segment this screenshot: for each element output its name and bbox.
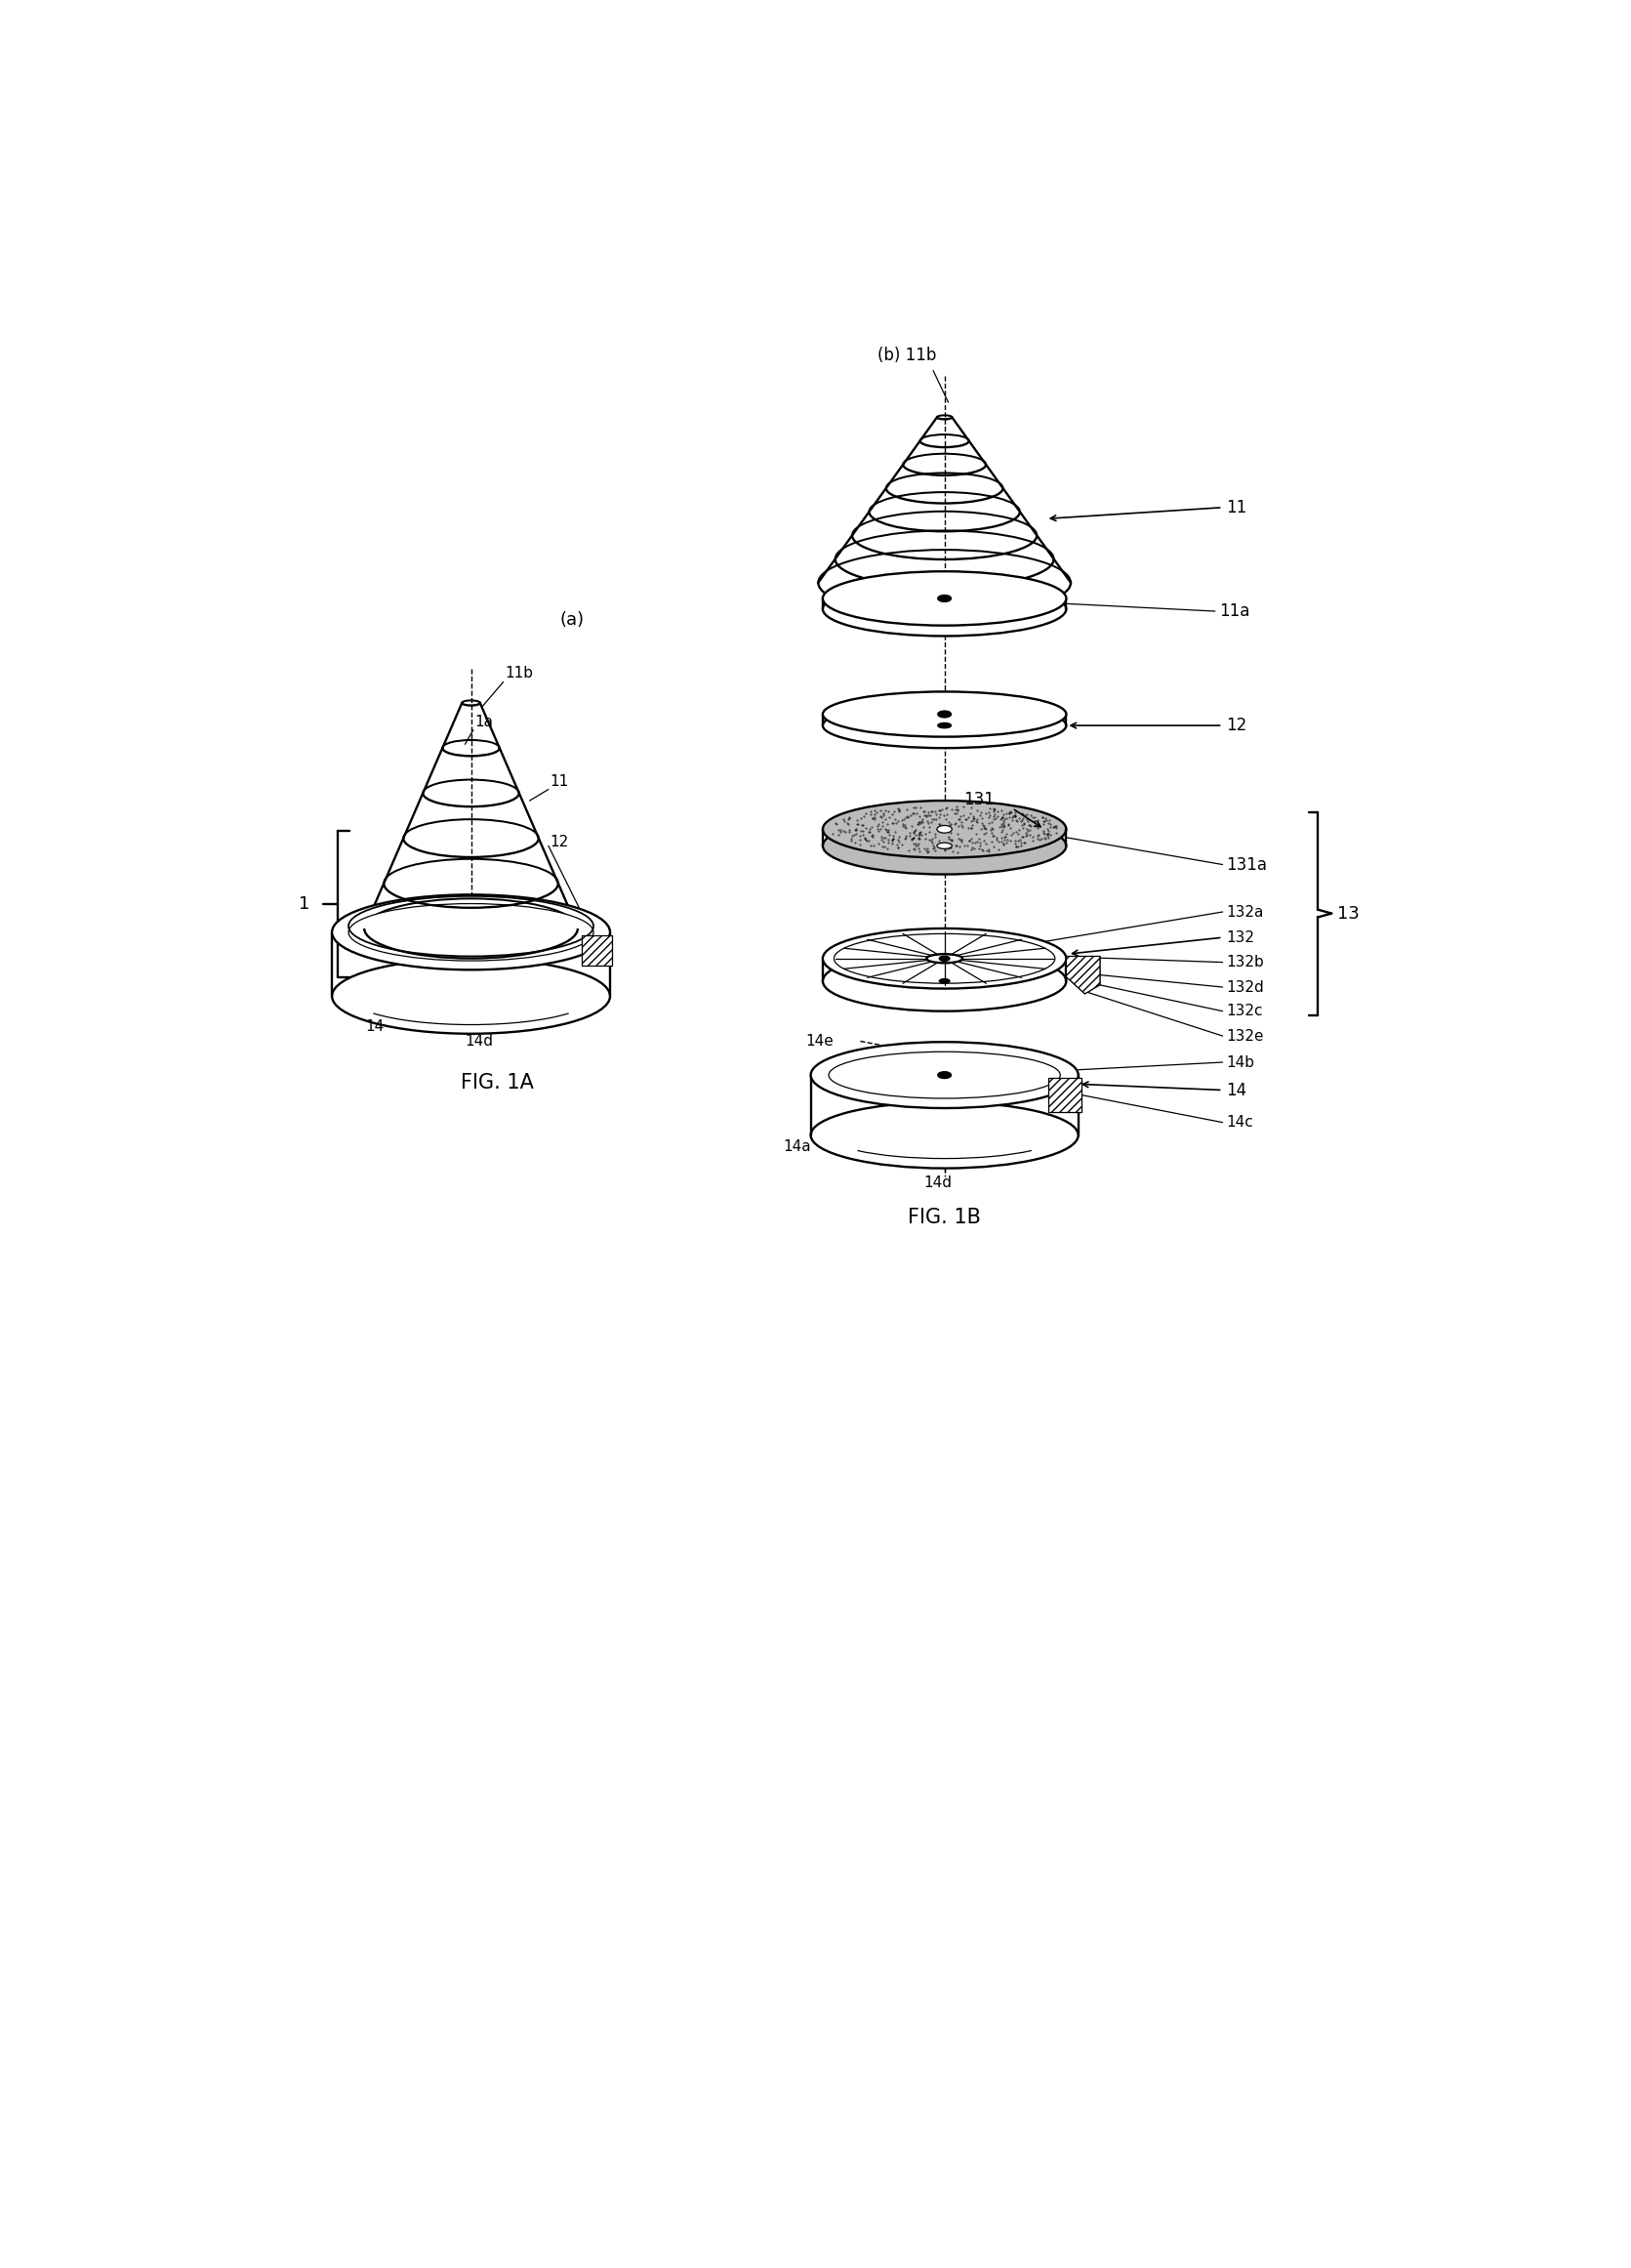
Text: 14b: 14b [1227,1055,1254,1070]
Ellipse shape [822,950,1067,1012]
Text: 132b: 132b [1227,955,1264,971]
Ellipse shape [936,826,953,832]
Text: FIG. 1B: FIG. 1B [908,1209,980,1227]
Ellipse shape [939,980,949,984]
Ellipse shape [936,844,953,848]
Text: 14d: 14d [465,1034,493,1048]
Text: 11a: 11a [1218,603,1249,619]
Polygon shape [582,934,612,966]
Text: 132a: 132a [1227,905,1264,919]
Ellipse shape [829,1052,1060,1098]
Ellipse shape [822,583,1067,635]
Text: 132d: 132d [1227,980,1264,993]
Text: 131a: 131a [1227,855,1267,873]
Text: 132c: 132c [1227,1005,1262,1018]
Text: 1a: 1a [475,714,493,728]
Text: 11: 11 [550,776,569,789]
Ellipse shape [938,723,951,728]
Text: 132e: 132e [1227,1030,1264,1043]
Text: 11b: 11b [506,665,533,680]
Ellipse shape [938,594,951,601]
Polygon shape [1049,1077,1081,1111]
Ellipse shape [822,572,1067,626]
Ellipse shape [939,955,949,962]
Text: 14c: 14c [1227,1116,1253,1129]
Text: 12: 12 [1227,717,1248,735]
Text: 14: 14 [1227,1082,1248,1100]
Text: FIG. 1A: FIG. 1A [462,1073,533,1093]
Ellipse shape [822,801,1067,857]
Ellipse shape [349,903,594,962]
Ellipse shape [926,955,962,964]
Text: 14d: 14d [923,1175,953,1191]
Ellipse shape [333,959,610,1034]
Ellipse shape [822,928,1067,989]
Ellipse shape [822,703,1067,748]
Polygon shape [1067,957,1099,993]
Ellipse shape [822,816,1067,875]
Ellipse shape [333,894,610,971]
Text: 14a: 14a [783,1139,811,1154]
Ellipse shape [938,710,951,717]
Text: 131: 131 [964,789,995,807]
Text: 14e: 14e [806,1034,833,1048]
Text: 11: 11 [1227,499,1248,517]
Text: 14: 14 [365,1018,385,1034]
Text: 13: 13 [1337,905,1360,923]
Ellipse shape [938,1073,951,1077]
Text: (b) 11b: (b) 11b [877,347,936,365]
Ellipse shape [811,1102,1078,1168]
Text: 1: 1 [298,896,310,912]
Text: 12: 12 [550,835,569,848]
Ellipse shape [822,692,1067,737]
Ellipse shape [811,1041,1078,1109]
Text: (a): (a) [559,612,586,628]
Text: 132: 132 [1227,930,1254,946]
